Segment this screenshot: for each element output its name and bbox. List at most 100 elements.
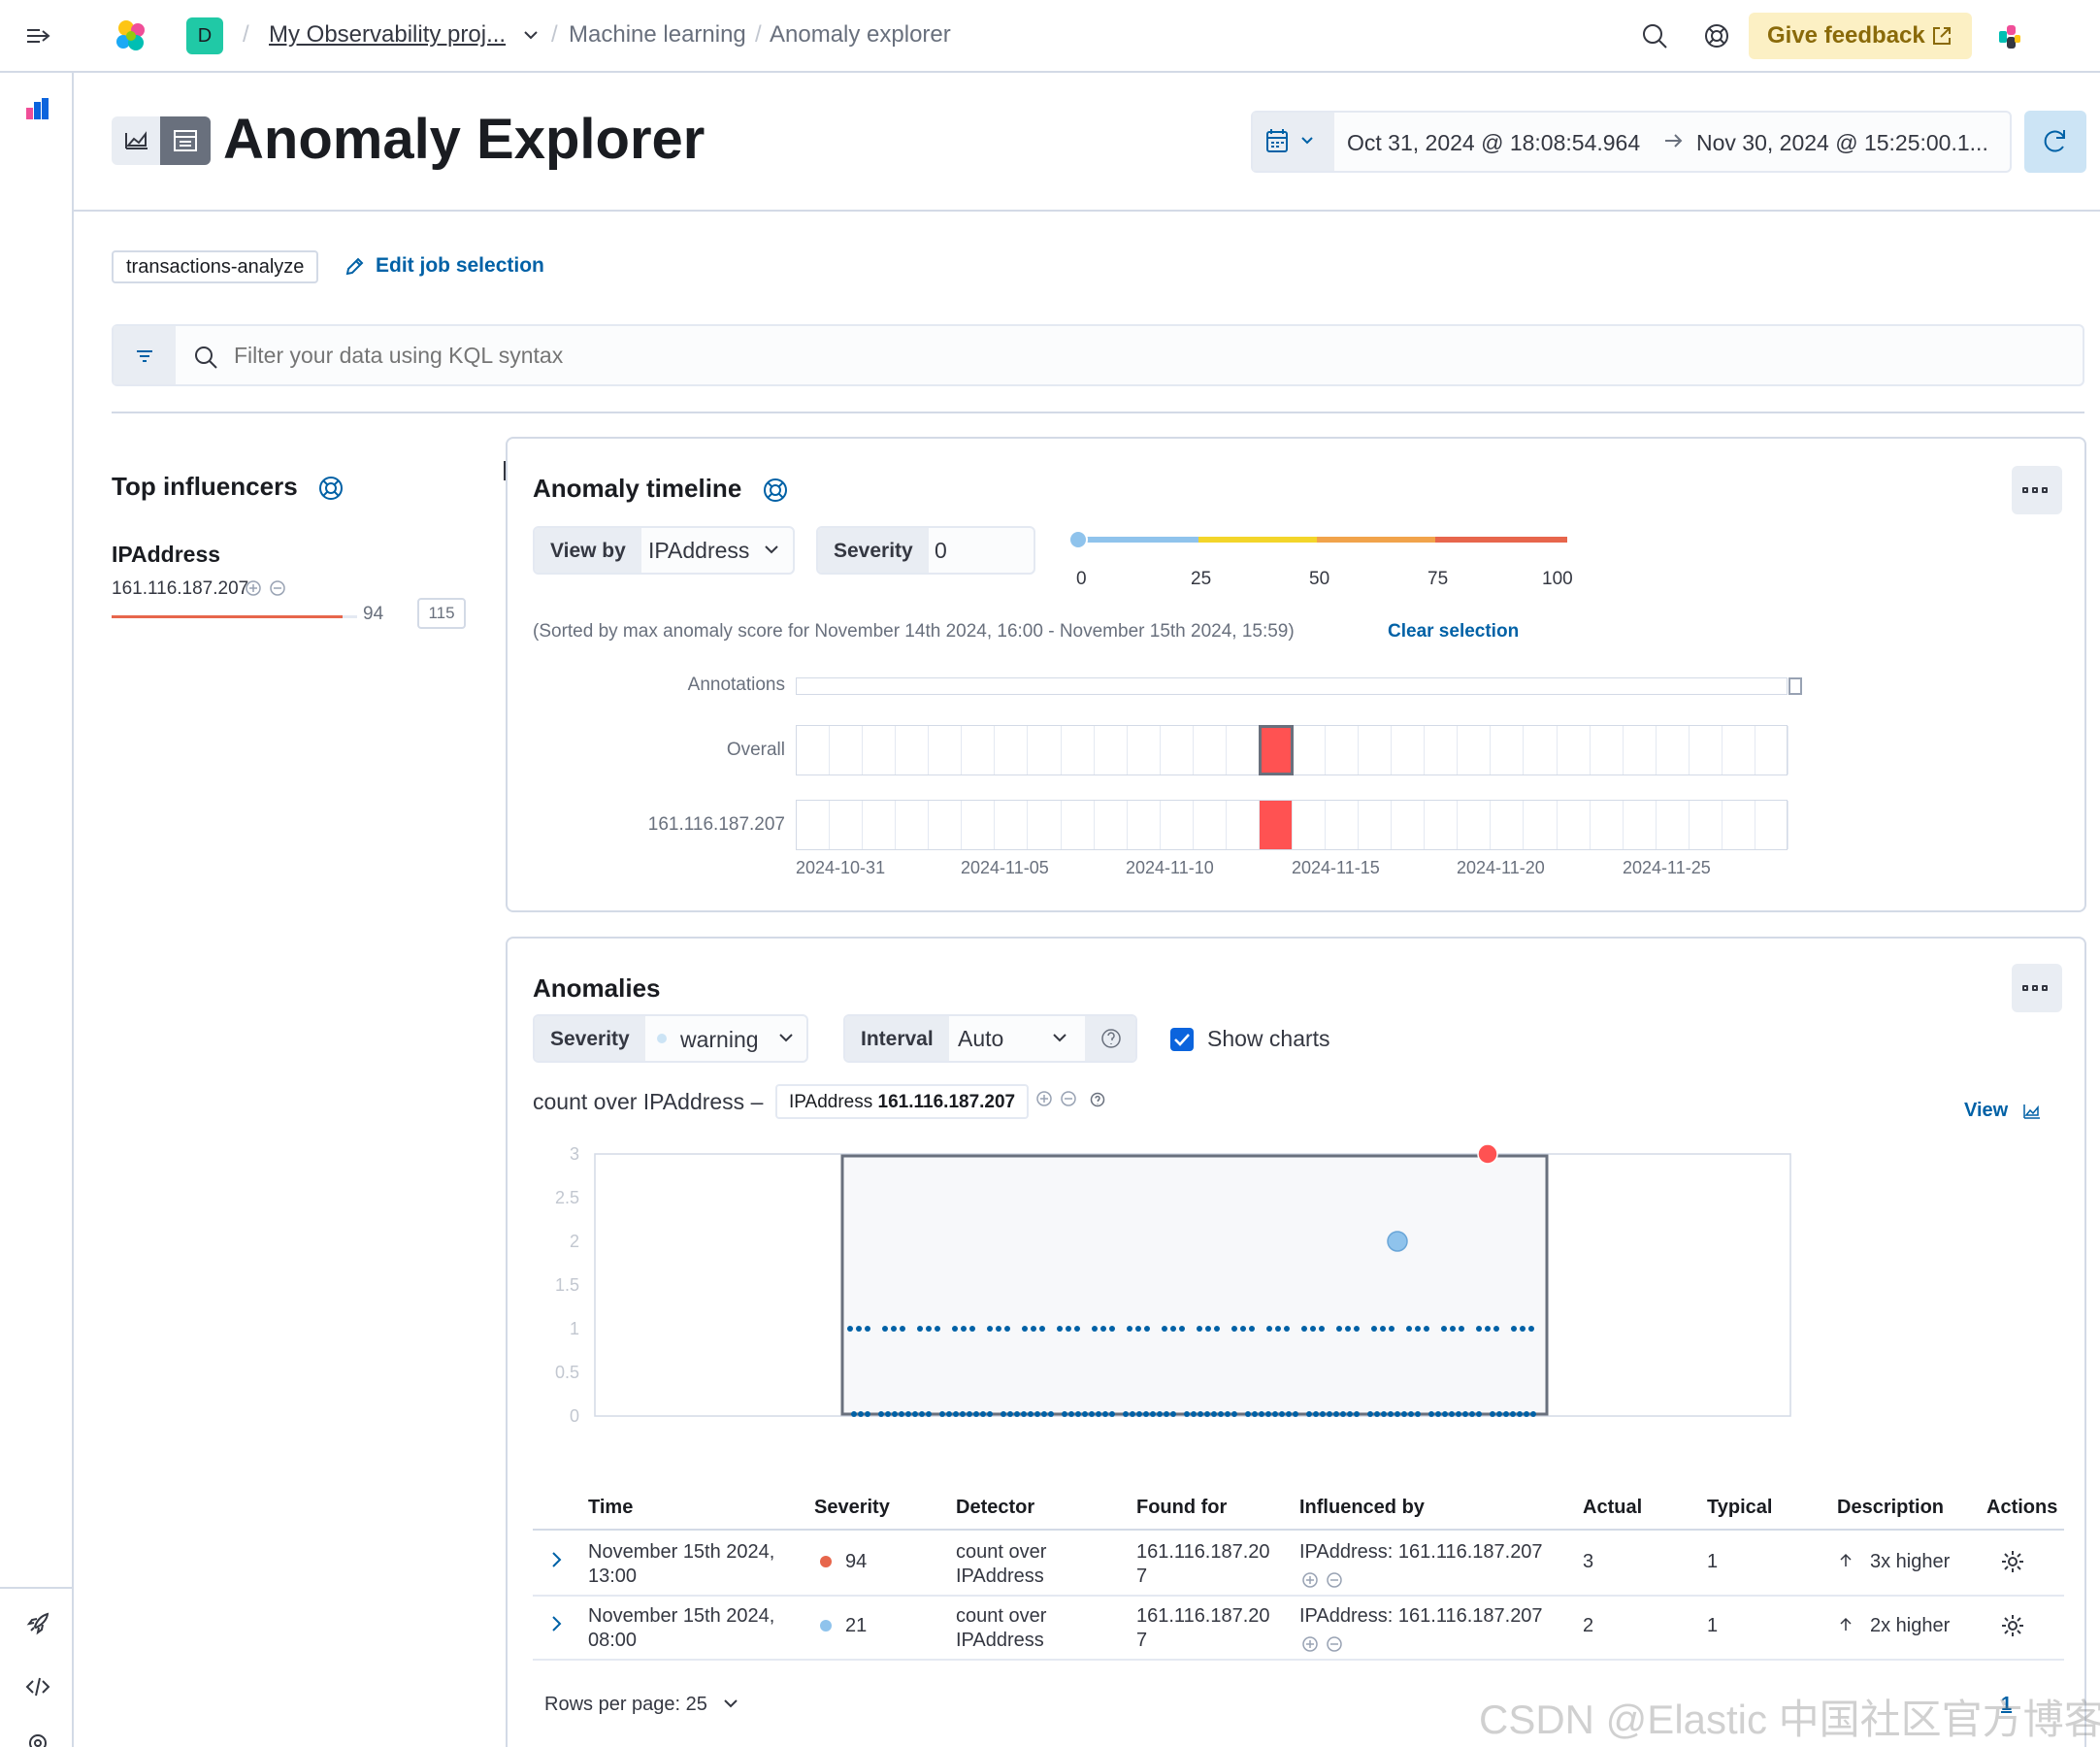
quick-select-button[interactable]	[1253, 113, 1334, 171]
remove-filter-icon[interactable]	[1326, 1635, 1343, 1653]
heatmap-cell[interactable]	[1558, 726, 1591, 775]
view-by-select[interactable]: View by IPAddress	[533, 526, 795, 575]
page-number[interactable]: 1	[2001, 1694, 2013, 1715]
heatmap-cell[interactable]	[1128, 726, 1161, 775]
heatmap-cell[interactable]	[1723, 801, 1755, 849]
heatmap-cell[interactable]	[962, 801, 996, 849]
ip-heatmap-row[interactable]	[796, 800, 1788, 850]
heatmap-cell[interactable]	[1591, 801, 1624, 849]
influencer-value[interactable]: 161.116.187.207	[112, 578, 249, 599]
severity-threshold-input[interactable]: Severity 0	[816, 526, 1035, 575]
heatmap-cell[interactable]	[863, 726, 897, 775]
heatmap-cell[interactable]	[896, 726, 930, 775]
heatmap-cell[interactable]	[1723, 726, 1755, 775]
heatmap-cell[interactable]	[1326, 801, 1360, 849]
column-header-0[interactable]: Time	[588, 1497, 634, 1518]
heatmap-cell[interactable]	[1491, 726, 1525, 775]
expand-row-icon[interactable]	[546, 1550, 566, 1569]
table-view-toggle[interactable]	[160, 116, 211, 165]
heatmap-cell[interactable]	[1161, 726, 1194, 775]
heatmap-cell[interactable]	[1293, 801, 1327, 849]
column-header-2[interactable]: Detector	[956, 1497, 1035, 1518]
ml-app-icon[interactable]	[24, 96, 51, 123]
severity-filter-select[interactable]: Severity warning	[533, 1014, 808, 1063]
heatmap-cell[interactable]	[1524, 801, 1558, 849]
gear-icon[interactable]	[1999, 1548, 2026, 1575]
heatmap-cell[interactable]	[1524, 726, 1558, 775]
date-picker[interactable]: Oct 31, 2024 @ 18:08:54.964 Nov 30, 2024…	[1251, 111, 2012, 173]
heatmap-cell[interactable]	[1425, 726, 1459, 775]
heatmap-cell[interactable]	[1755, 726, 1788, 775]
heatmap-cell[interactable]	[863, 801, 897, 849]
breadcrumb-ml[interactable]: Machine learning	[569, 21, 746, 48]
add-filter-icon[interactable]	[245, 579, 262, 597]
heatmap-cell[interactable]	[1458, 801, 1492, 849]
chart-view-toggle[interactable]	[112, 116, 160, 165]
heatmap-cell[interactable]	[1458, 726, 1492, 775]
add-filter-icon[interactable]	[1301, 1635, 1319, 1653]
breadcrumb-project[interactable]: My Observability proj...	[269, 21, 507, 48]
chevron-down-icon[interactable]	[522, 28, 540, 42]
remove-filter-icon[interactable]	[1326, 1571, 1343, 1589]
column-header-8[interactable]: Actions	[1986, 1497, 2058, 1518]
expand-row-icon[interactable]	[546, 1614, 566, 1633]
job-badge[interactable]: transactions-analyze	[112, 250, 319, 283]
heatmap-cell[interactable]	[830, 726, 864, 775]
rows-per-page-select[interactable]: Rows per page: 25	[544, 1694, 739, 1716]
filter-menu-button[interactable]	[114, 326, 176, 384]
overall-heatmap-row[interactable]	[796, 725, 1788, 775]
column-header-5[interactable]: Actual	[1583, 1497, 1643, 1518]
heatmap-cell[interactable]	[1392, 801, 1426, 849]
refresh-button[interactable]	[2024, 111, 2086, 173]
heatmap-cell[interactable]	[1227, 801, 1260, 849]
heatmap-cell[interactable]	[1293, 726, 1327, 775]
interval-select[interactable]: Interval Auto	[843, 1014, 1137, 1063]
add-filter-icon[interactable]	[1301, 1571, 1319, 1589]
end-date[interactable]: Nov 30, 2024 @ 15:25:00.1...	[1696, 130, 1988, 155]
heatmap-cell[interactable]	[1095, 726, 1128, 775]
gear-icon[interactable]	[1999, 1612, 2026, 1639]
heatmap-cell[interactable]	[1624, 726, 1657, 775]
remove-filter-icon[interactable]	[269, 579, 286, 597]
code-icon[interactable]	[25, 1674, 50, 1699]
severity-scale[interactable]: 0 25 50 75 100	[1068, 530, 1575, 590]
heatmap-cell[interactable]	[962, 726, 996, 775]
rocket-icon[interactable]	[25, 1611, 50, 1636]
heatmap-cell[interactable]	[1028, 726, 1062, 775]
gear-icon[interactable]	[25, 1731, 50, 1747]
give-feedback-button[interactable]: Give feedback	[1749, 13, 1972, 59]
view-single-metric-link[interactable]: View	[1964, 1100, 2009, 1121]
heatmap-cell[interactable]	[797, 801, 831, 849]
heatmap-cell[interactable]	[1062, 801, 1095, 849]
help-icon[interactable]	[317, 475, 345, 502]
heatmap-cell[interactable]	[797, 726, 831, 775]
heatmap-cell[interactable]	[1558, 801, 1591, 849]
heatmap-cell[interactable]	[1690, 801, 1723, 849]
column-header-4[interactable]: Influenced by	[1299, 1497, 1425, 1518]
scale-handle[interactable]	[1068, 530, 1088, 549]
column-header-1[interactable]: Severity	[814, 1497, 890, 1518]
timeline-options-button[interactable]	[2012, 466, 2062, 514]
heatmap-cell[interactable]	[1194, 801, 1227, 849]
heatmap-cell[interactable]	[1161, 801, 1194, 849]
search-icon[interactable]	[1640, 21, 1669, 50]
heatmap-cell-critical[interactable]	[1259, 801, 1293, 849]
heatmap-cell[interactable]	[1194, 726, 1227, 775]
heatmap-cell[interactable]	[1359, 801, 1393, 849]
anomaly-chart[interactable]: 32.521.510.502024-11-14 16:002024-11-15 …	[508, 1133, 2088, 1449]
heatmap-cell[interactable]	[1028, 801, 1062, 849]
heatmap-cell[interactable]	[1359, 726, 1393, 775]
heatmap-cell-critical[interactable]	[1258, 725, 1294, 775]
heatmap-cell[interactable]	[1690, 726, 1723, 775]
heatmap-cell[interactable]	[1128, 801, 1161, 849]
add-filter-icon[interactable]	[1035, 1090, 1053, 1107]
heatmap-cell[interactable]	[929, 726, 963, 775]
column-header-6[interactable]: Typical	[1707, 1497, 1773, 1518]
heatmap-cell[interactable]	[1591, 726, 1624, 775]
anomalies-options-button[interactable]	[2012, 964, 2062, 1012]
anomaly-chart-svg[interactable]: 32.521.510.502024-11-14 16:002024-11-15 …	[508, 1133, 2088, 1449]
column-header-7[interactable]: Description	[1837, 1497, 1945, 1518]
heatmap-cell[interactable]	[1326, 726, 1360, 775]
heatmap-cell[interactable]	[1227, 726, 1260, 775]
heatmap-cell[interactable]	[1095, 801, 1128, 849]
